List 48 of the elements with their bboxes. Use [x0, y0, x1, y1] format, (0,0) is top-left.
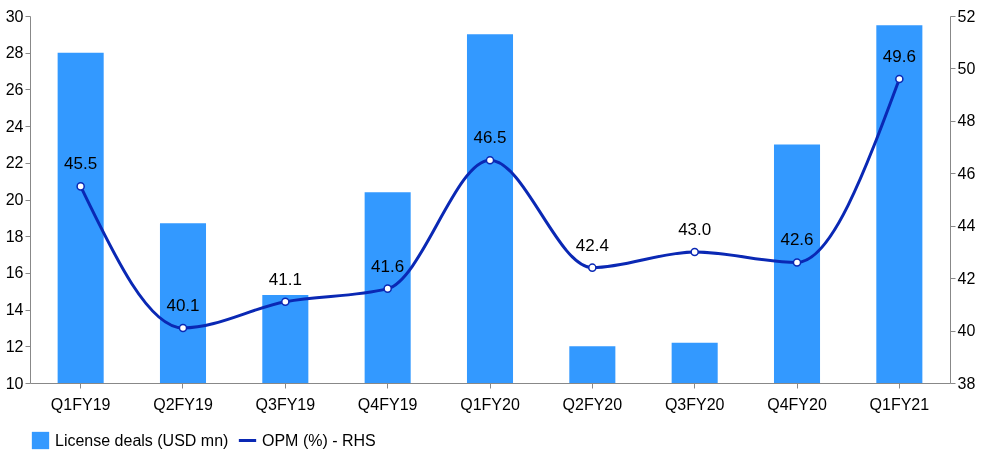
- y-tick-label: 16: [5, 264, 24, 282]
- point: [690, 247, 699, 257]
- y2-tick-label: 52: [957, 7, 976, 25]
- y-tick-label: 12: [5, 337, 24, 355]
- x-tick-label: Q3FY20: [664, 395, 725, 413]
- data-label: 41.6: [371, 256, 405, 276]
- data-label: 49.6: [882, 46, 916, 66]
- data-label: 42.4: [575, 235, 609, 255]
- data-label: 43.0: [678, 219, 712, 239]
- y-tick-label: 18: [5, 227, 24, 245]
- y-tick-label: 28: [5, 44, 24, 62]
- x-tick-label: Q1FY20: [460, 395, 520, 413]
- y-tick-label: 30: [5, 7, 24, 25]
- point: [792, 258, 802, 267]
- data-label: 42.6: [780, 230, 814, 250]
- y2-tick-label: 42: [957, 269, 976, 287]
- point: [281, 297, 290, 307]
- point: [178, 323, 188, 333]
- x-tick-label: Q2FY20: [562, 395, 623, 413]
- x-tick-label: Q1FY19: [50, 395, 111, 413]
- legend-label: OPM (%) - RHS: [262, 431, 376, 449]
- x-tick-label: Q3FY19: [255, 395, 316, 413]
- data-label: 40.1: [166, 295, 200, 315]
- data-label: 41.1: [268, 269, 302, 289]
- point: [383, 284, 392, 293]
- x-tick-label: Q4FY20: [767, 395, 827, 413]
- y-tick-label: 22: [5, 154, 24, 172]
- y-tick-label: 20: [5, 191, 24, 208]
- x-tick-label: Q2FY19: [153, 395, 213, 413]
- data-label: 45.5: [64, 154, 98, 174]
- point: [76, 182, 85, 191]
- point: [485, 155, 495, 165]
- point: [588, 263, 597, 272]
- legend-label: License deals (USD mn): [55, 431, 229, 449]
- x-tick-label: Q1FY21: [869, 395, 930, 413]
- y2-tick-label: 40: [957, 322, 976, 340]
- y-tick-label: 10: [5, 374, 24, 392]
- point: [895, 74, 904, 84]
- x-tick-label: Q4FY19: [357, 395, 418, 413]
- y2-tick-label: 44: [957, 217, 976, 235]
- y2-tick-label: 50: [957, 59, 976, 77]
- y2-tick-label: 38: [957, 374, 976, 392]
- y2-tick-label: 48: [957, 112, 976, 130]
- y-tick-label: 26: [5, 80, 24, 98]
- y-tick-label: 14: [5, 301, 24, 319]
- y2-tick-label: 46: [957, 164, 976, 182]
- data-label: 46.5: [473, 128, 507, 148]
- y-tick-label: 24: [5, 117, 24, 135]
